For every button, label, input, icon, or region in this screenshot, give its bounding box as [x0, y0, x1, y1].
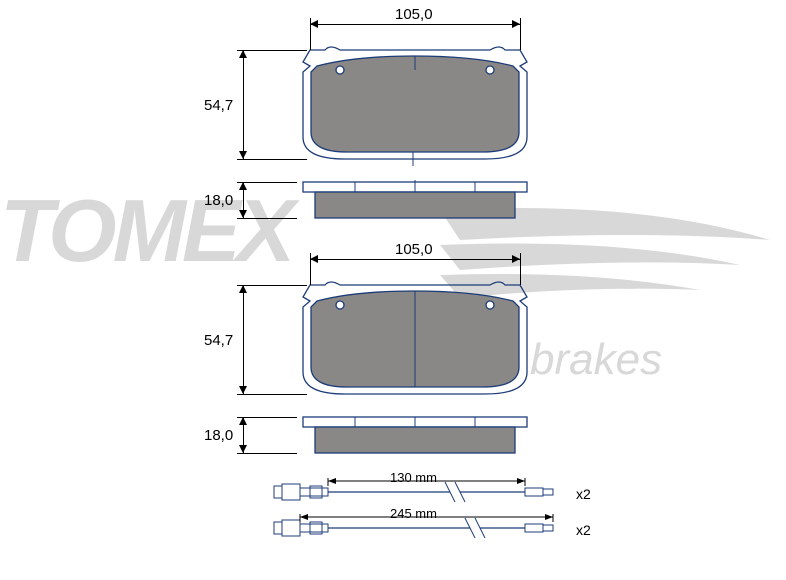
- arrow: [239, 182, 247, 190]
- dim-thick1: 18,0: [204, 192, 233, 209]
- dim-width2: 105,0: [395, 241, 433, 258]
- arrow: [239, 285, 247, 293]
- dim-wire2: 245 mm: [390, 506, 437, 521]
- arrow: [239, 151, 247, 159]
- pad1-front: [295, 42, 535, 167]
- dim-line-width1: [310, 24, 520, 25]
- watermark-main: TOMEX: [0, 180, 291, 282]
- dim-extension: [520, 253, 521, 285]
- dim-line-width2: [310, 259, 520, 260]
- dim-line-height2: [243, 285, 244, 394]
- dim-extension: [237, 50, 307, 51]
- dim-wire1: 130 mm: [390, 470, 437, 485]
- pad2-side: [295, 415, 535, 457]
- dim-extension: [237, 453, 297, 454]
- dim-height2: 54,7: [204, 332, 233, 349]
- arrow: [239, 50, 247, 58]
- arrow: [512, 20, 520, 28]
- dim-width1: 105,0: [395, 6, 433, 23]
- qty-wire1: x2: [576, 486, 591, 502]
- pad1-side: [295, 180, 535, 222]
- dim-extension: [237, 159, 307, 160]
- qty-wire2: x2: [576, 522, 591, 538]
- arrow: [310, 20, 318, 28]
- pad2-front: [295, 277, 535, 402]
- dim-height1: 54,7: [204, 97, 233, 114]
- arrow: [239, 386, 247, 394]
- arrow: [512, 255, 520, 263]
- arrow: [310, 255, 318, 263]
- dim-line-height1: [243, 50, 244, 159]
- dim-extension: [237, 218, 297, 219]
- watermark-sub: brakes: [530, 335, 662, 385]
- dim-extension: [237, 394, 307, 395]
- arrow: [239, 445, 247, 453]
- arrow: [239, 417, 247, 425]
- arrow: [239, 210, 247, 218]
- dim-extension: [520, 18, 521, 50]
- dim-thick2: 18,0: [204, 427, 233, 444]
- dim-extension: [237, 285, 307, 286]
